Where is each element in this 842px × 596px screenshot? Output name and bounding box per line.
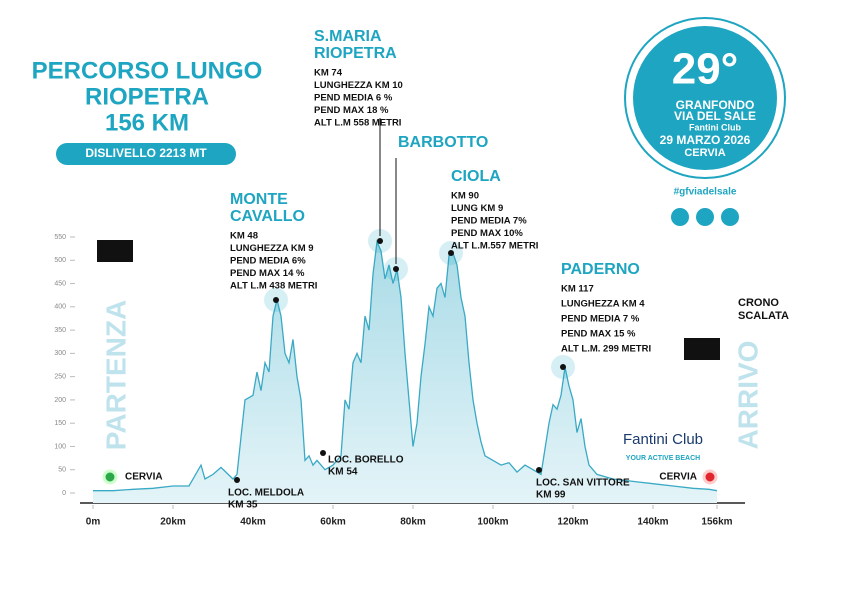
- peak-detail: LUNGHEZZA KM 10: [314, 80, 403, 91]
- place-dot: [536, 467, 542, 473]
- y-tick-label: 400: [54, 304, 66, 311]
- peak-detail: KM 48: [230, 231, 258, 242]
- logo-date: 29 MARZO 2026: [660, 133, 751, 147]
- peak-detail: ALT L.M. 299 METRI: [561, 344, 651, 355]
- x-tick-label: 40km: [240, 517, 266, 528]
- chart-title: RIOPETRA: [85, 83, 209, 110]
- elevation-area: [93, 241, 717, 503]
- x-tick-label: 140km: [637, 517, 668, 528]
- start-flag: [97, 240, 133, 262]
- peak-detail: ALT L.M 558 METRI: [314, 118, 401, 129]
- peak-detail: PEND MEDIA 7 %: [561, 314, 640, 325]
- place-dot: [234, 477, 240, 483]
- place-km: KM 35: [228, 500, 258, 511]
- peak-detail: ALT L.M 438 METRI: [230, 281, 317, 292]
- y-tick-label: 200: [54, 397, 66, 404]
- peak-title: S.MARIA: [314, 28, 382, 45]
- peak-detail: LUNG KM 9: [451, 203, 503, 214]
- peak-title: MONTE: [230, 191, 288, 208]
- peak-detail: LUNGHEZZA KM 4: [561, 299, 645, 310]
- start-label: PARTENZA: [100, 300, 131, 450]
- y-tick-label: 450: [54, 280, 66, 287]
- peak-detail: KM 117: [561, 284, 594, 295]
- finish-flag: [684, 338, 720, 360]
- peak-detail: PEND MAX 18 %: [314, 105, 389, 116]
- place-km: KM 54: [328, 467, 358, 478]
- peak-dot: [273, 297, 279, 303]
- peak-title: RIOPETRA: [314, 45, 397, 62]
- peak-detail: ALT L.M.557 METRI: [451, 241, 538, 252]
- logo-place: CERVIA: [684, 147, 725, 159]
- y-tick-label: 50: [58, 467, 66, 474]
- x-tick-label: 120km: [557, 517, 588, 528]
- sponsor-tag: YOUR ACTIVE BEACH: [626, 455, 700, 462]
- peak-title: PADERNO: [561, 261, 640, 278]
- peak-title: CIOLA: [451, 168, 501, 185]
- sponsor-name: Fantini Club: [623, 431, 703, 448]
- elevation-line: [93, 239, 718, 492]
- y-tick-label: 500: [54, 257, 66, 264]
- y-tick-label: 100: [54, 443, 66, 450]
- place-km: KM 99: [536, 490, 566, 501]
- hashtag: #gfviadelsale: [674, 187, 737, 198]
- peak-dot: [393, 266, 399, 272]
- x-tick-label: 0m: [86, 517, 101, 528]
- peak-detail: PEND MAX 15 %: [561, 329, 636, 340]
- peak-detail: PEND MEDIA 6%: [230, 256, 306, 267]
- place-name: LOC. SAN VITTORE: [536, 478, 630, 489]
- y-tick-label: 250: [54, 373, 66, 380]
- y-tick-label: 550: [54, 234, 66, 241]
- place-name: LOC. MELDOLA: [228, 488, 304, 499]
- x-tick-label: 80km: [400, 517, 426, 528]
- logo-edition: 29°: [672, 45, 739, 94]
- peak-dot: [377, 238, 383, 244]
- finish-town: CERVIA: [659, 472, 697, 483]
- social-icons: [671, 208, 739, 226]
- x-tick-label: 156km: [701, 517, 732, 528]
- crono-label: SCALATA: [738, 310, 789, 322]
- start-dot: [102, 469, 118, 485]
- place-dot: [320, 450, 326, 456]
- finish-label: ARRIVO: [732, 341, 763, 450]
- crono-label: CRONO: [738, 297, 779, 309]
- y-tick-label: 350: [54, 327, 66, 334]
- x-tick-label: 60km: [320, 517, 346, 528]
- x-tick-label: 20km: [160, 517, 186, 528]
- start-town: CERVIA: [125, 472, 163, 483]
- peak-title: CAVALLO: [230, 208, 305, 225]
- subtitle-pill: [56, 143, 236, 165]
- y-tick-label: 300: [54, 350, 66, 357]
- y-tick-label: 150: [54, 420, 66, 427]
- logo-name: VIA DEL SALE: [674, 109, 756, 123]
- peak-title: BARBOTTO: [398, 134, 488, 151]
- peak-dot: [448, 250, 454, 256]
- finish-dot: [702, 469, 718, 485]
- peak-detail: PEND MAX 10%: [451, 228, 523, 239]
- place-name: LOC. BORELLO: [328, 455, 404, 466]
- peak-detail: PEND MEDIA 6 %: [314, 93, 393, 104]
- peak-detail: KM 90: [451, 191, 479, 202]
- logo-name: Fantini Club: [689, 122, 741, 132]
- subtitle: DISLIVELLO 2213 MT: [85, 146, 207, 160]
- logo-disc: [633, 26, 777, 170]
- peak-detail: LUNGHEZZA KM 9: [230, 243, 314, 254]
- peak-detail: PEND MEDIA 7%: [451, 216, 527, 227]
- peak-detail: KM 74: [314, 68, 343, 79]
- peak-detail: PEND MAX 14 %: [230, 268, 305, 279]
- chart-title: PERCORSO LUNGO: [32, 57, 263, 84]
- x-tick-label: 100km: [477, 517, 508, 528]
- logo-name: GRANFONDO: [676, 98, 755, 112]
- y-tick-label: 0: [62, 490, 66, 497]
- chart-title: 156 KM: [105, 109, 189, 136]
- peak-dot: [560, 364, 566, 370]
